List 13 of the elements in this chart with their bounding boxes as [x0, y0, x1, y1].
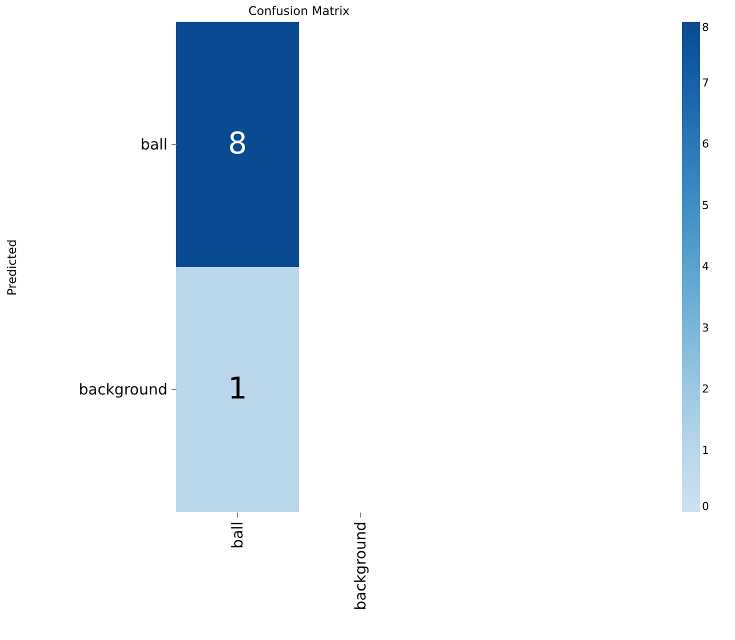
color-bar-label: 4 [702, 260, 709, 273]
color-bar-label: 8 [702, 21, 709, 34]
color-bar-label: 5 [702, 198, 709, 212]
color-bar-label: 3 [702, 321, 709, 334]
chart-title: Confusion Matrix [248, 4, 350, 18]
y-axis-title: Predicted [4, 239, 19, 296]
color-bar-label: 6 [702, 138, 709, 150]
color-bar-label: 0 [702, 500, 709, 513]
data-label: 1 [228, 372, 248, 406]
color-bar-label: 7 [702, 76, 709, 90]
color-bar-label: 2 [702, 382, 709, 396]
color-bar-label: 1 [702, 444, 709, 457]
data-label: 8 [228, 126, 248, 162]
